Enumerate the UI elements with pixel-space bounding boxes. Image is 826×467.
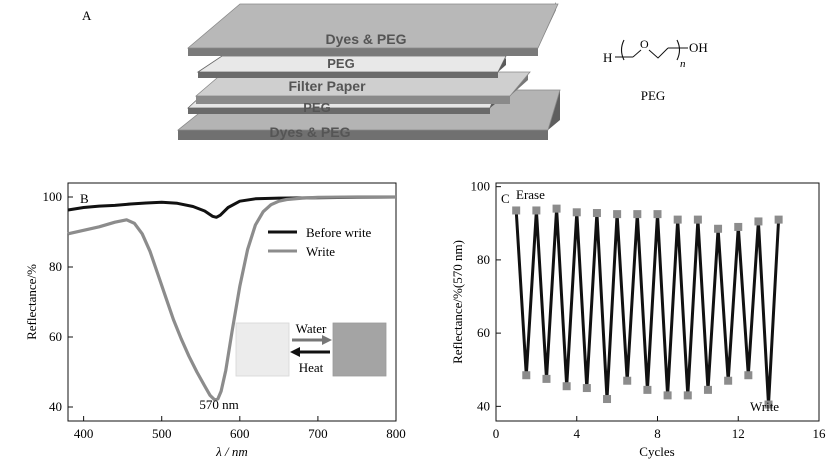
inset-arrow-heat-label: Heat bbox=[299, 360, 324, 375]
chart-c-point bbox=[562, 382, 571, 391]
chart-c-point bbox=[734, 222, 743, 231]
panel-c: C 0 4 8 12 16 40 60 80 100 Cycles Reflectance/%(… bbox=[450, 179, 826, 459]
peg-formula: H O OH n PEG bbox=[603, 37, 708, 103]
chart-c-x-tick-label: 4 bbox=[574, 426, 581, 441]
chart-c-point bbox=[643, 385, 652, 394]
chart-c-point bbox=[572, 208, 581, 217]
peg-formula-h: H bbox=[603, 50, 612, 65]
chart-c-point bbox=[663, 391, 672, 400]
chart-c-point bbox=[683, 391, 692, 400]
chart-c-point bbox=[582, 384, 591, 393]
chart-c-point bbox=[532, 206, 541, 215]
legend-label-before-write: Before write bbox=[306, 225, 372, 240]
panel-a: A Dyes & PEG bbox=[82, 2, 708, 140]
chart-c-point bbox=[633, 210, 642, 219]
chart-c-ylabel: Reflectance/%(570 nm) bbox=[450, 240, 465, 364]
chart-c-x-tick-label: 0 bbox=[493, 426, 500, 441]
chart-c-y-tick-label: 40 bbox=[477, 398, 490, 413]
chart-b-legend: Before write Write bbox=[268, 225, 372, 259]
chart-b-ylabel: Reflectance/% bbox=[24, 264, 39, 340]
chart-c-series-line bbox=[514, 208, 781, 405]
peg-formula-n: n bbox=[680, 58, 686, 70]
chart-c-y-tick-label: 60 bbox=[477, 325, 490, 340]
layer-peg-upper bbox=[196, 55, 507, 78]
chart-c-point bbox=[744, 371, 753, 380]
chart-c-point bbox=[673, 215, 682, 224]
chart-b-xlabel: λ / nm bbox=[215, 444, 248, 459]
chart-c-x-tick-label: 12 bbox=[732, 426, 745, 441]
layer-label-peg-1: PEG bbox=[327, 56, 354, 71]
peg-formula-oh: OH bbox=[689, 40, 708, 55]
legend-label-write: Write bbox=[306, 244, 335, 259]
chart-c-point bbox=[552, 204, 561, 213]
layer-label-peg-2: PEG bbox=[303, 100, 330, 115]
chart-c-point bbox=[774, 215, 783, 224]
chart-c-point bbox=[754, 217, 763, 226]
chart-b-y-tick-label: 60 bbox=[49, 329, 62, 344]
chart-c-x-tick-label: 16 bbox=[813, 426, 826, 441]
chart-c-axes: 0 4 8 12 16 40 60 80 100 bbox=[471, 179, 826, 441]
panel-b: B 400 500 600 700 800 40 60 80 100 λ / nm Reflec… bbox=[24, 182, 406, 459]
chart-b-panel-label: B bbox=[80, 191, 89, 206]
layer-label-top: Dyes & PEG bbox=[326, 31, 407, 47]
chart-b-x-tick-label: 400 bbox=[74, 426, 94, 441]
chart-b-frame bbox=[67, 182, 397, 422]
layer-top-dyes-peg bbox=[186, 2, 559, 56]
chart-b-x-tick-label: 500 bbox=[152, 426, 172, 441]
chart-b-y-tick-label: 100 bbox=[43, 189, 63, 204]
chart-c-point bbox=[603, 395, 612, 404]
peg-formula-name: PEG bbox=[641, 88, 666, 103]
chart-c-point bbox=[542, 374, 551, 383]
chart-c-point bbox=[693, 215, 702, 224]
chart-c-write-label: Write bbox=[750, 399, 779, 414]
chart-b-axes: 400 500 600 700 800 40 60 80 100 bbox=[43, 189, 406, 441]
inset-photo-before bbox=[235, 322, 290, 377]
chart-b-inset: Water Heat bbox=[235, 321, 387, 377]
chart-c-erase-label: Erase bbox=[516, 187, 545, 202]
chart-b-series-line-0 bbox=[67, 195, 397, 219]
chart-b-x-tick-label: 600 bbox=[230, 426, 250, 441]
chart-c-y-tick-label: 100 bbox=[471, 179, 491, 194]
chart-c-point bbox=[653, 210, 662, 219]
chart-c-point bbox=[623, 376, 632, 385]
inset-arrow-water-label: Water bbox=[296, 321, 327, 336]
chart-b-x-tick-label: 700 bbox=[308, 426, 328, 441]
chart-c-point bbox=[703, 385, 712, 394]
chart-b-x-tick-label: 800 bbox=[386, 426, 406, 441]
chart-c-point bbox=[512, 206, 521, 215]
inset-photo-after bbox=[332, 322, 387, 377]
chart-b-series bbox=[67, 195, 397, 402]
chart-c-series bbox=[512, 204, 783, 409]
chart-c-point bbox=[714, 224, 723, 233]
chart-b-y-tick-label: 80 bbox=[49, 259, 62, 274]
chart-b-peak-label: 570 nm bbox=[199, 397, 238, 412]
chart-b-series-line-1 bbox=[67, 195, 396, 402]
chart-b-y-tick-label: 40 bbox=[49, 399, 62, 414]
chart-c-panel-label: C bbox=[501, 191, 510, 206]
chart-c-point bbox=[724, 376, 733, 385]
chart-c-point bbox=[522, 371, 531, 380]
panel-a-label: A bbox=[82, 8, 92, 23]
chart-c-x-tick-label: 8 bbox=[654, 426, 661, 441]
chart-c-y-tick-label: 80 bbox=[477, 252, 490, 267]
layer-label-filter-paper: Filter Paper bbox=[288, 78, 366, 94]
chart-c-point bbox=[764, 400, 773, 409]
chart-c-point bbox=[613, 210, 622, 219]
peg-formula-o: O bbox=[640, 37, 649, 51]
layer-label-bottom: Dyes & PEG bbox=[270, 124, 351, 140]
chart-c-point bbox=[592, 209, 601, 218]
chart-c-xlabel: Cycles bbox=[639, 444, 674, 459]
